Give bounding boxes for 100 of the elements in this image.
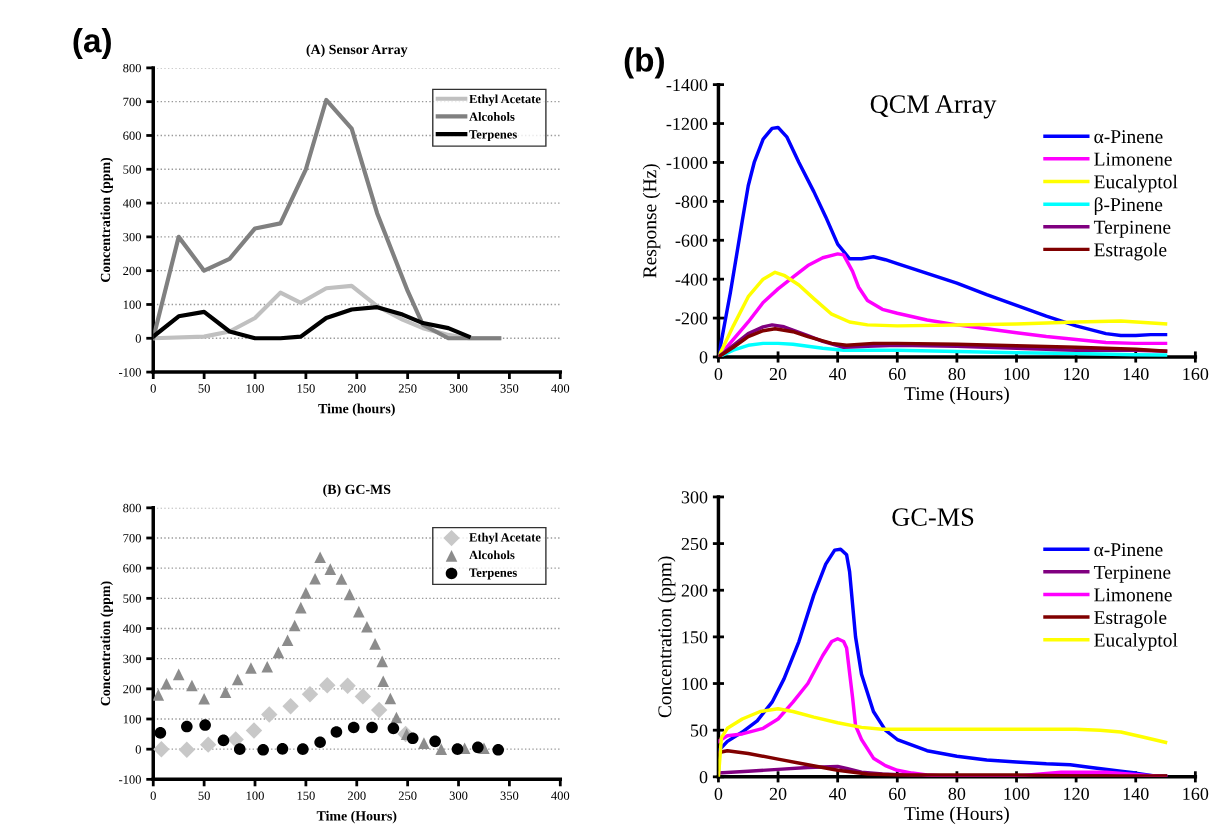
x-tick-label: 80 bbox=[948, 367, 966, 381]
y-tick-label: 600 bbox=[123, 564, 141, 573]
y-tick-label: 500 bbox=[123, 165, 141, 174]
x-axis-title: Time (Hours) bbox=[904, 386, 1009, 405]
x-tick-label: 350 bbox=[500, 384, 519, 393]
x-tick-label: 150 bbox=[297, 791, 315, 800]
y-tick-label: 800 bbox=[123, 63, 141, 73]
x-tick-label: 50 bbox=[198, 384, 210, 393]
y-tick-label: 0 bbox=[135, 334, 141, 343]
y-tick-label: -1400 bbox=[666, 78, 708, 92]
x-tick-label: 140 bbox=[1123, 787, 1149, 800]
x-tick-label: 100 bbox=[1004, 367, 1030, 381]
legend-label: Ethyl Acetate bbox=[469, 532, 541, 545]
legend-label: Eucalyptol bbox=[1094, 174, 1178, 193]
chart-title: (A) Sensor Array bbox=[306, 44, 408, 57]
y-tick-label: 0 bbox=[699, 771, 708, 784]
x-tick-label: 40 bbox=[828, 367, 846, 381]
legend-label: Terpinene bbox=[1093, 220, 1171, 238]
legend-label: Terpinene bbox=[1093, 565, 1171, 583]
y-tick-label: 700 bbox=[123, 97, 141, 107]
y-axis-title: Concentration (ppm) bbox=[657, 556, 676, 718]
x-tick-label: 50 bbox=[198, 791, 210, 800]
x-tick-label: 300 bbox=[449, 791, 468, 800]
x-tick-label: 250 bbox=[398, 791, 417, 800]
y-tick-label: -600 bbox=[675, 234, 708, 247]
x-tick-label: 100 bbox=[246, 384, 264, 393]
y-tick-label: 700 bbox=[123, 534, 141, 543]
legend-label: α-Pinene bbox=[1094, 543, 1163, 557]
y-tick-label: 250 bbox=[681, 537, 708, 551]
x-tick-label: 200 bbox=[347, 791, 366, 800]
legend-label: Terpenes bbox=[469, 568, 517, 580]
legend-label: Limonene bbox=[1094, 588, 1172, 602]
y-tick-label: 300 bbox=[681, 491, 708, 504]
x-tick-label: 140 bbox=[1123, 367, 1149, 381]
legend-label: Alcohols bbox=[469, 112, 515, 121]
x-tick-label: 20 bbox=[769, 787, 787, 800]
x-tick-label: 400 bbox=[551, 384, 570, 393]
legend-label: Estragole bbox=[1094, 242, 1167, 261]
legend-label: Limonene bbox=[1094, 152, 1172, 166]
x-tick-label: 20 bbox=[769, 367, 787, 381]
y-tick-label: -100 bbox=[119, 368, 141, 377]
y-tick-label: -1200 bbox=[666, 117, 708, 130]
x-tick-label: 300 bbox=[449, 384, 468, 393]
legend-label: α-Pinene bbox=[1094, 130, 1163, 144]
legend-label: Terpenes bbox=[469, 130, 517, 142]
x-tick-label: 100 bbox=[246, 791, 264, 800]
x-tick-label: 0 bbox=[150, 384, 156, 393]
y-tick-label: 500 bbox=[123, 594, 141, 603]
y-tick-label: 400 bbox=[122, 624, 141, 633]
chart-title: GC-MS bbox=[892, 508, 974, 526]
chart-title: (B) GC-MS bbox=[323, 484, 391, 497]
legend-label: Eucalyptol bbox=[1094, 633, 1178, 651]
x-tick-label: 40 bbox=[828, 787, 846, 800]
x-tick-label: 160 bbox=[1183, 367, 1209, 381]
x-tick-label: 80 bbox=[948, 787, 966, 800]
y-tick-label: 100 bbox=[682, 677, 708, 690]
y-tick-label: 50 bbox=[691, 724, 708, 737]
y-tick-label: 100 bbox=[123, 300, 141, 309]
y-tick-label: 0 bbox=[699, 351, 708, 364]
x-tick-label: 0 bbox=[714, 367, 723, 381]
x-tick-label: 120 bbox=[1064, 787, 1089, 800]
y-tick-label: 100 bbox=[123, 715, 141, 724]
y-tick-label: 200 bbox=[681, 584, 708, 597]
text: (a) bbox=[73, 28, 111, 60]
y-tick-label: 200 bbox=[123, 684, 141, 694]
x-tick-label: 60 bbox=[889, 367, 906, 381]
y-tick-label: 150 bbox=[682, 631, 708, 644]
x-tick-label: 250 bbox=[398, 384, 417, 393]
y-tick-label: -200 bbox=[675, 312, 708, 325]
x-tick-label: 0 bbox=[150, 791, 156, 800]
y-tick-label: 300 bbox=[123, 654, 141, 664]
y-tick-label: 600 bbox=[123, 131, 141, 140]
y-tick-label: 200 bbox=[123, 266, 141, 276]
y-tick-label: -1000 bbox=[666, 156, 708, 169]
y-axis-title: Response (Hz) bbox=[642, 164, 661, 278]
x-axis-title: Time (Hours) bbox=[904, 806, 1009, 825]
x-axis-title: Time (hours) bbox=[318, 403, 395, 417]
x-tick-label: 150 bbox=[297, 384, 315, 393]
y-tick-label: -400 bbox=[675, 273, 708, 286]
x-tick-label: 120 bbox=[1064, 367, 1089, 381]
x-tick-label: 60 bbox=[889, 787, 906, 800]
legend-label: Estragole bbox=[1094, 610, 1167, 629]
x-tick-label: 100 bbox=[1004, 787, 1030, 800]
x-tick-label: 350 bbox=[500, 791, 519, 800]
y-tick-label: 800 bbox=[123, 503, 141, 513]
y-axis-title: Concentration (ppm) bbox=[100, 157, 113, 282]
y-tick-label: 400 bbox=[122, 199, 141, 208]
y-tick-label: 300 bbox=[123, 232, 141, 242]
y-tick-label: 0 bbox=[135, 745, 141, 754]
chart-title: QCM Array bbox=[870, 95, 997, 119]
legend-label: Ethyl Acetate bbox=[469, 94, 541, 106]
legend-label: β-Pinene bbox=[1094, 197, 1163, 216]
x-tick-label: 400 bbox=[551, 791, 570, 800]
y-tick-label: -800 bbox=[675, 195, 708, 208]
legend-label: Alcohols bbox=[469, 550, 515, 560]
x-tick-label: 200 bbox=[347, 384, 366, 393]
x-axis-title: Time (Hours) bbox=[316, 810, 397, 824]
x-tick-label: 0 bbox=[714, 787, 723, 800]
text: (b) bbox=[624, 47, 664, 79]
y-axis-title: Concentration (ppm) bbox=[100, 581, 113, 706]
